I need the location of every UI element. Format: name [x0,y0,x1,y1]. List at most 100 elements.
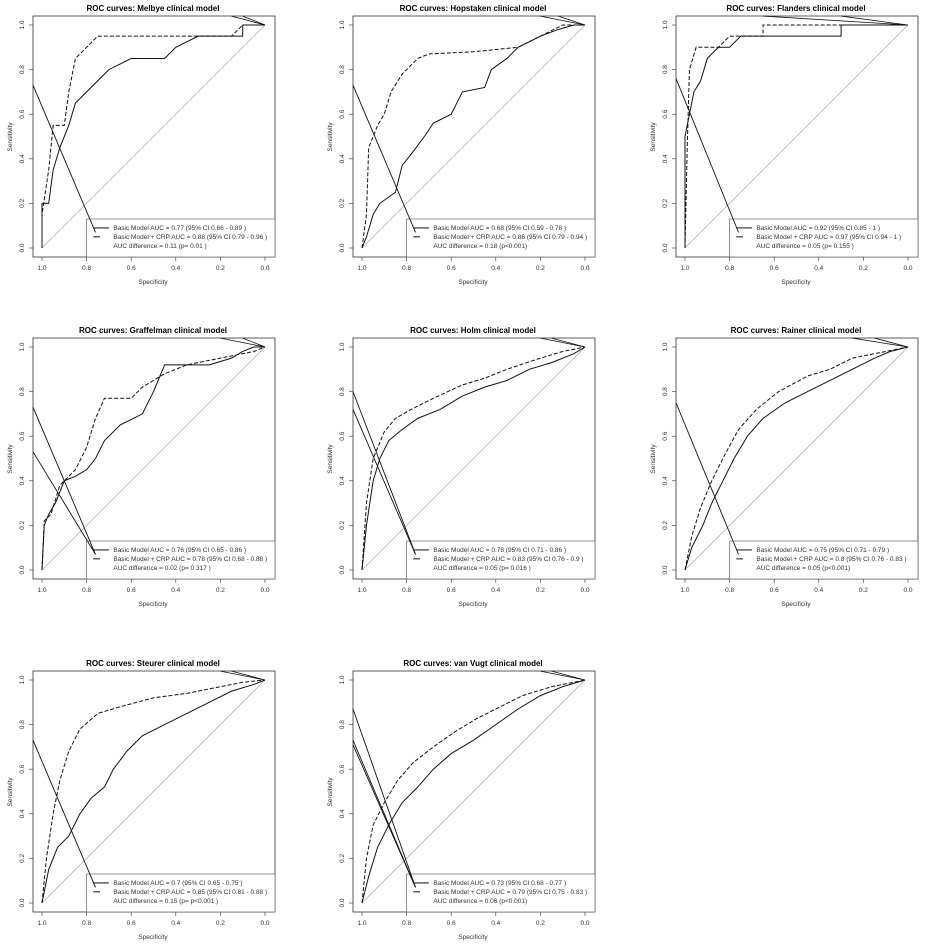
y-tick-label: 0.6 [339,109,346,118]
y-axis-label: Sensitivity [327,777,334,807]
y-tick-label: 0.4 [662,154,669,163]
y-tick-label: 0.8 [339,720,346,729]
x-tick-label: 0.0 [580,265,589,272]
legend-entry: Basic Model AUC = 0.77 (95% CI 0.66 - 0.… [113,225,246,232]
legend-artifact-line [352,708,416,888]
basic-model-curve [41,679,266,904]
legend-artifact-line [352,409,416,555]
y-tick-label: 1.0 [339,342,346,351]
basic-model-curve [684,24,908,248]
x-axis-label: Specificity [458,279,488,286]
roc-panel: ROC curves: van Vugt clinical model 1.0 0.… [327,659,596,941]
curve-artifact-line [242,337,266,348]
curve-artifact-line [558,15,586,26]
legend-entry: Basic Model + CRP AUC = 0.85 (95% CI 0.8… [113,889,267,896]
y-tick-label: 0.2 [19,854,26,863]
y-tick-label: 0.6 [662,109,669,118]
panel-title: ROC curves: Rainer clinical model [731,326,862,335]
panel-title: ROC curves: Graffelman clinical model [79,326,227,335]
legend-entry: Basic Model AUC = 0.73 (95% CI 0.68 - 0.… [433,880,566,887]
y-axis-label: Sensitivity [7,122,14,152]
y-tick-label: 0.6 [339,431,346,440]
x-tick-label: 0.0 [260,265,269,272]
y-tick-label: 0.0 [339,898,346,907]
x-tick-label: 0.4 [171,265,180,272]
curve-artifact-line [540,15,586,26]
legend-entry: Basic Model AUC = 0.76 (95% CI 0.65 - 0.… [113,547,246,554]
y-tick-label: 0.4 [339,154,346,163]
basic-model-curve [361,679,586,904]
y-tick-label: 1.0 [19,342,26,351]
x-tick-label: 0.2 [536,587,545,594]
x-tick-label: 1.0 [37,587,46,594]
legend-entry: Basic Model AUC = 0.75 (95% CI 0.71 - 0.… [756,547,889,554]
x-tick-label: 1.0 [680,265,689,272]
roc-panel: ROC curves: Holm clinical model 1.0 0.8 0.6… [327,326,596,608]
legend-box [406,540,596,580]
x-tick-label: 0.4 [171,920,180,927]
y-tick-label: 0.4 [662,476,669,485]
x-tick-label: 0.0 [903,265,912,272]
x-tick-label: 0.0 [260,920,269,927]
basic-model-curve [684,346,909,571]
y-tick-label: 0.8 [662,387,669,396]
crp-model-curve [361,679,586,904]
legend-entry: Basic Model + CRP AUC = 0.8 (95% CI 0.76… [756,556,906,563]
legend-entry: Basic Model + CRP AUC = 0.86 (95% CI 0.7… [433,234,587,241]
x-tick-label: 0.0 [903,587,912,594]
y-tick-label: 0.2 [339,854,346,863]
legend-box [86,873,276,913]
y-tick-label: 0.2 [19,521,26,530]
y-tick-label: 0.0 [19,565,26,574]
y-tick-label: 0.2 [339,199,346,208]
roc-panel: ROC curves: Steurer clinical model 1.0 0.8… [7,659,276,941]
y-tick-label: 0.2 [19,199,26,208]
legend-entry: AUC difference = 0.18 (p<0.001) [433,243,527,250]
curve-artifact-line [874,337,909,348]
y-tick-label: 0.6 [662,431,669,440]
curve-artifact-line [763,15,909,26]
x-axis-label: Specificity [458,601,488,608]
legend-entry: AUC difference = 0.15 (p= p<0.001 ) [113,898,218,905]
x-tick-label: 0.2 [536,265,545,272]
panel-title: ROC curves: Flanders clinical model [726,4,865,13]
legend-entry: AUC difference = 0.05 (p= 0.155 ) [756,243,853,250]
panel-title: ROC curves: van Vugt clinical model [403,659,542,668]
y-tick-label: 0.4 [339,809,346,818]
panel-title: ROC curves: Steurer clinical model [86,659,220,668]
x-tick-label: 0.8 [82,587,91,594]
x-tick-label: 0.8 [402,920,411,927]
x-tick-label: 0.6 [770,587,779,594]
legend-artifact-line [352,744,416,888]
y-tick-label: 0.0 [339,565,346,574]
x-axis-label: Specificity [781,279,811,286]
x-tick-label: 0.4 [814,587,823,594]
roc-panel: ROC curves: Rainer clinical model 1.0 0.8 0… [650,326,919,608]
x-axis-label: Specificity [138,601,168,608]
legend-entry: Basic Model + CRP AUC = 0.83 (95% CI 0.7… [433,556,583,563]
diagonal-reference-line [361,346,586,571]
legend-entry: Basic Model AUC = 0.92 (95% CI 0.85 - 1 … [756,225,880,232]
legend-box [729,540,919,580]
x-axis-label: Specificity [138,934,168,941]
y-tick-label: 0.0 [339,243,346,252]
x-tick-label: 0.2 [859,587,868,594]
crp-model-curve [684,24,908,249]
y-tick-label: 0.0 [19,898,26,907]
x-tick-label: 0.4 [491,920,500,927]
y-axis-label: Sensitivity [327,122,334,152]
legend-artifact-line [352,85,416,233]
panel-title: ROC curves: Melbye clinical model [87,4,220,13]
legend-entry: AUC difference = 0.02 (p= 0.317 ) [113,565,210,572]
y-tick-label: 0.4 [19,476,26,485]
diagonal-reference-line [41,24,266,249]
legend-artifact-line [32,407,96,555]
y-tick-label: 0.0 [662,565,669,574]
diagonal-reference-line [361,679,586,904]
legend-box [86,218,276,258]
legend-artifact-line [675,402,739,555]
y-tick-label: 0.0 [19,243,26,252]
legend-entry: AUC difference = 0.06 (p<0.001) [433,898,527,905]
y-tick-label: 1.0 [19,675,26,684]
